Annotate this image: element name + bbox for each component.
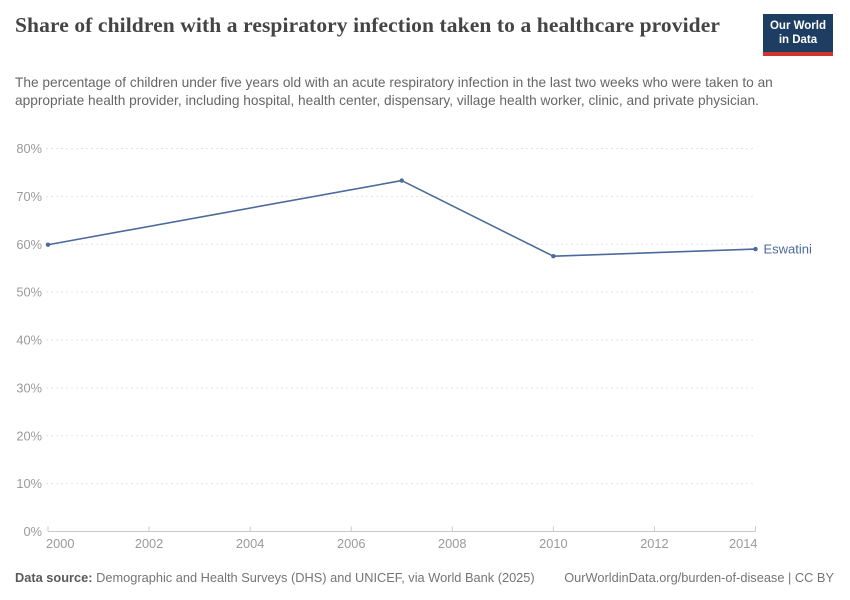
svg-text:0%: 0% <box>24 524 43 539</box>
data-source-text: Demographic and Health Surveys (DHS) and… <box>92 570 535 585</box>
svg-text:2010: 2010 <box>539 536 567 551</box>
svg-text:30%: 30% <box>16 380 42 395</box>
chart-title: Share of children with a respiratory inf… <box>15 13 721 37</box>
data-source-label: Data source: <box>15 570 93 585</box>
svg-text:2000: 2000 <box>46 536 74 551</box>
svg-text:2004: 2004 <box>236 536 264 551</box>
svg-text:2008: 2008 <box>438 536 466 551</box>
owid-logo: Our World in Data <box>762 14 833 56</box>
credit-line: OurWorldinData.org/burden-of-disease | C… <box>564 570 834 585</box>
chart-footer: Data source: Demographic and Health Surv… <box>15 570 834 585</box>
data-source: Data source: Demographic and Health Surv… <box>15 570 535 585</box>
svg-text:80%: 80% <box>16 141 42 156</box>
svg-text:2014: 2014 <box>729 536 757 551</box>
svg-text:60%: 60% <box>16 237 42 252</box>
owid-logo-line1: Our World <box>769 20 826 32</box>
chart-subtitle: The percentage of children under five ye… <box>15 75 773 109</box>
svg-text:20%: 20% <box>16 428 42 443</box>
svg-text:Eswatini: Eswatini <box>764 242 813 257</box>
svg-text:2002: 2002 <box>135 536 163 551</box>
svg-text:50%: 50% <box>16 285 42 300</box>
svg-text:40%: 40% <box>16 333 42 348</box>
owid-logo-line2: in Data <box>778 33 818 46</box>
svg-text:2006: 2006 <box>337 536 365 551</box>
svg-text:10%: 10% <box>16 476 42 491</box>
svg-text:2012: 2012 <box>640 536 668 551</box>
svg-text:70%: 70% <box>16 189 42 204</box>
